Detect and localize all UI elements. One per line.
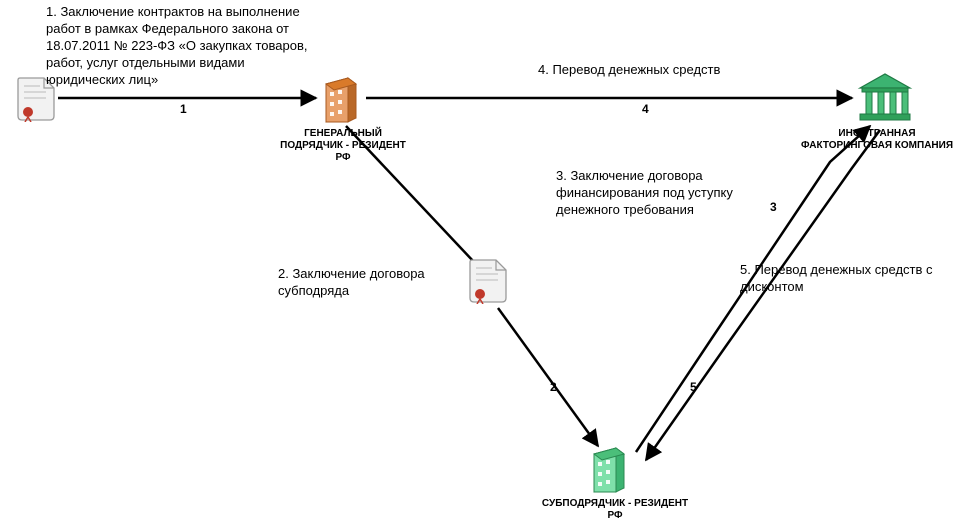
edge-1-num: 1 — [180, 102, 187, 116]
edge-5-num: 5 — [690, 380, 697, 394]
foreign-factoring-bank-icon — [856, 70, 914, 122]
step-2-text: 2. Заключение договора субподряда — [278, 266, 458, 300]
edge-2-num: 2 — [550, 380, 557, 394]
foreign-factoring-label: ИНОСТРАННАЯ ФАКТОРИНГОВАЯ КОМПАНИЯ — [792, 128, 962, 152]
edge-2b — [498, 308, 598, 446]
subcontract-document-icon — [468, 258, 508, 304]
step-5-text: 5. Перевод денежных средств с дисконтом — [740, 262, 940, 296]
step-1-text: 1. Заключение контрактов на выполнение р… — [46, 4, 326, 88]
subcontractor-building-icon — [586, 442, 632, 494]
subcontractor-label: СУБПОДРЯДЧИК - РЕЗИДЕНТ РФ — [540, 498, 690, 522]
general-contractor-label: ГЕНЕРАЛЬНЫЙ ПОДРЯДЧИК - РЕЗИДЕНТ РФ — [278, 128, 408, 164]
step-3-text: 3. Заключение договора финансирования по… — [556, 168, 766, 219]
edge-3-num: 3 — [770, 200, 777, 214]
edge-4-num: 4 — [642, 102, 649, 116]
step-4-text: 4. Перевод денежных средств — [538, 62, 758, 79]
